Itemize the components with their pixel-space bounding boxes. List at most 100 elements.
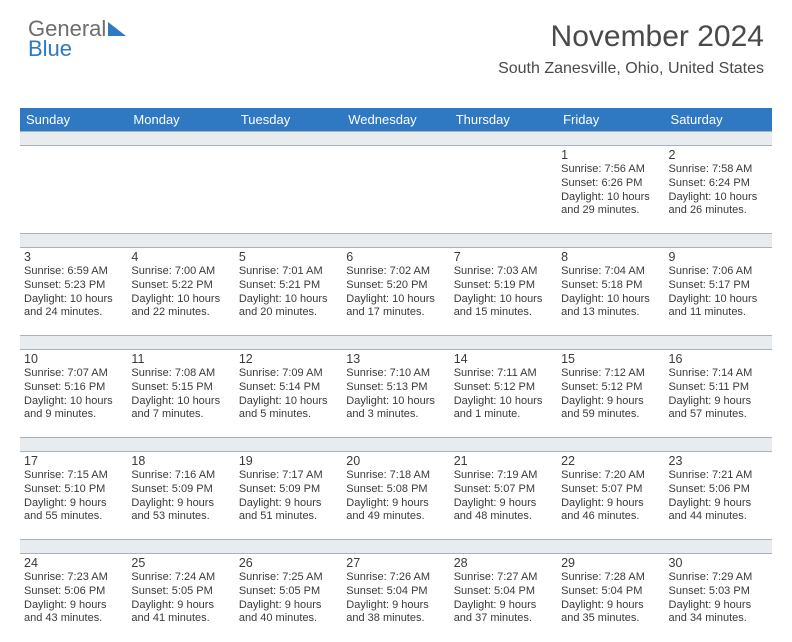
day-info: Sunrise: 7:26 AMSunset: 5:04 PMDaylight:…	[346, 571, 445, 626]
day-info: Sunrise: 7:29 AMSunset: 5:03 PMDaylight:…	[669, 571, 768, 626]
day-cell: 22Sunrise: 7:20 AMSunset: 5:07 PMDayligh…	[557, 452, 664, 540]
day-number: 5	[239, 250, 338, 264]
day-header: Monday	[127, 108, 234, 132]
week-spacer-row	[20, 540, 772, 554]
week-row: 1Sunrise: 7:56 AMSunset: 6:26 PMDaylight…	[20, 146, 772, 234]
day-cell: 24Sunrise: 7:23 AMSunset: 5:06 PMDayligh…	[20, 554, 127, 642]
week-spacer-row	[20, 438, 772, 452]
week-row: 17Sunrise: 7:15 AMSunset: 5:10 PMDayligh…	[20, 452, 772, 540]
day-cell: 14Sunrise: 7:11 AMSunset: 5:12 PMDayligh…	[450, 350, 557, 438]
day-number: 18	[131, 454, 230, 468]
day-number: 19	[239, 454, 338, 468]
day-cell: 19Sunrise: 7:17 AMSunset: 5:09 PMDayligh…	[235, 452, 342, 540]
day-number: 22	[561, 454, 660, 468]
week-row: 24Sunrise: 7:23 AMSunset: 5:06 PMDayligh…	[20, 554, 772, 642]
empty-cell	[450, 146, 557, 234]
day-cell: 23Sunrise: 7:21 AMSunset: 5:06 PMDayligh…	[665, 452, 772, 540]
day-cell: 15Sunrise: 7:12 AMSunset: 5:12 PMDayligh…	[557, 350, 664, 438]
day-number: 28	[454, 556, 553, 570]
day-cell: 16Sunrise: 7:14 AMSunset: 5:11 PMDayligh…	[665, 350, 772, 438]
week-spacer-row	[20, 234, 772, 248]
day-info: Sunrise: 7:28 AMSunset: 5:04 PMDaylight:…	[561, 571, 660, 626]
week-spacer-row	[20, 336, 772, 350]
day-info: Sunrise: 7:00 AMSunset: 5:22 PMDaylight:…	[131, 265, 230, 320]
title-block: November 2024 South Zanesville, Ohio, Un…	[498, 20, 764, 78]
day-cell: 28Sunrise: 7:27 AMSunset: 5:04 PMDayligh…	[450, 554, 557, 642]
day-info: Sunrise: 7:18 AMSunset: 5:08 PMDaylight:…	[346, 469, 445, 524]
day-number: 1	[561, 148, 660, 162]
day-info: Sunrise: 7:17 AMSunset: 5:09 PMDaylight:…	[239, 469, 338, 524]
day-header: Tuesday	[235, 108, 342, 132]
day-cell: 21Sunrise: 7:19 AMSunset: 5:07 PMDayligh…	[450, 452, 557, 540]
day-cell: 20Sunrise: 7:18 AMSunset: 5:08 PMDayligh…	[342, 452, 449, 540]
day-number: 12	[239, 352, 338, 366]
day-cell: 9Sunrise: 7:06 AMSunset: 5:17 PMDaylight…	[665, 248, 772, 336]
day-info: Sunrise: 7:16 AMSunset: 5:09 PMDaylight:…	[131, 469, 230, 524]
day-info: Sunrise: 7:12 AMSunset: 5:12 PMDaylight:…	[561, 367, 660, 422]
day-cell: 27Sunrise: 7:26 AMSunset: 5:04 PMDayligh…	[342, 554, 449, 642]
day-number: 16	[669, 352, 768, 366]
day-number: 10	[24, 352, 123, 366]
day-number: 26	[239, 556, 338, 570]
day-header: Saturday	[665, 108, 772, 132]
day-number: 30	[669, 556, 768, 570]
day-header: Friday	[557, 108, 664, 132]
day-info: Sunrise: 7:10 AMSunset: 5:13 PMDaylight:…	[346, 367, 445, 422]
day-header: Sunday	[20, 108, 127, 132]
day-info: Sunrise: 7:56 AMSunset: 6:26 PMDaylight:…	[561, 163, 660, 218]
logo-triangle-icon	[108, 22, 126, 36]
day-cell: 30Sunrise: 7:29 AMSunset: 5:03 PMDayligh…	[665, 554, 772, 642]
day-info: Sunrise: 7:07 AMSunset: 5:16 PMDaylight:…	[24, 367, 123, 422]
week-spacer-row	[20, 132, 772, 146]
calendar-table: Sunday Monday Tuesday Wednesday Thursday…	[20, 108, 772, 642]
empty-cell	[342, 146, 449, 234]
day-info: Sunrise: 7:01 AMSunset: 5:21 PMDaylight:…	[239, 265, 338, 320]
week-row: 3Sunrise: 6:59 AMSunset: 5:23 PMDaylight…	[20, 248, 772, 336]
day-number: 17	[24, 454, 123, 468]
day-info: Sunrise: 7:20 AMSunset: 5:07 PMDaylight:…	[561, 469, 660, 524]
day-number: 9	[669, 250, 768, 264]
day-info: Sunrise: 7:58 AMSunset: 6:24 PMDaylight:…	[669, 163, 768, 218]
day-info: Sunrise: 7:06 AMSunset: 5:17 PMDaylight:…	[669, 265, 768, 320]
day-number: 23	[669, 454, 768, 468]
day-cell: 6Sunrise: 7:02 AMSunset: 5:20 PMDaylight…	[342, 248, 449, 336]
day-cell: 17Sunrise: 7:15 AMSunset: 5:10 PMDayligh…	[20, 452, 127, 540]
day-number: 15	[561, 352, 660, 366]
day-info: Sunrise: 7:21 AMSunset: 5:06 PMDaylight:…	[669, 469, 768, 524]
day-number: 14	[454, 352, 553, 366]
empty-cell	[235, 146, 342, 234]
logo-line2: Blue	[28, 38, 126, 60]
day-info: Sunrise: 7:14 AMSunset: 5:11 PMDaylight:…	[669, 367, 768, 422]
day-cell: 25Sunrise: 7:24 AMSunset: 5:05 PMDayligh…	[127, 554, 234, 642]
day-info: Sunrise: 7:19 AMSunset: 5:07 PMDaylight:…	[454, 469, 553, 524]
week-spacer	[20, 234, 772, 248]
day-number: 20	[346, 454, 445, 468]
day-number: 29	[561, 556, 660, 570]
day-header: Thursday	[450, 108, 557, 132]
day-cell: 4Sunrise: 7:00 AMSunset: 5:22 PMDaylight…	[127, 248, 234, 336]
day-info: Sunrise: 7:23 AMSunset: 5:06 PMDaylight:…	[24, 571, 123, 626]
day-cell: 26Sunrise: 7:25 AMSunset: 5:05 PMDayligh…	[235, 554, 342, 642]
day-cell: 11Sunrise: 7:08 AMSunset: 5:15 PMDayligh…	[127, 350, 234, 438]
day-number: 13	[346, 352, 445, 366]
day-number: 25	[131, 556, 230, 570]
day-cell: 13Sunrise: 7:10 AMSunset: 5:13 PMDayligh…	[342, 350, 449, 438]
day-info: Sunrise: 7:15 AMSunset: 5:10 PMDaylight:…	[24, 469, 123, 524]
week-spacer	[20, 336, 772, 350]
empty-cell	[127, 146, 234, 234]
day-cell: 12Sunrise: 7:09 AMSunset: 5:14 PMDayligh…	[235, 350, 342, 438]
week-spacer	[20, 540, 772, 554]
day-info: Sunrise: 7:08 AMSunset: 5:15 PMDaylight:…	[131, 367, 230, 422]
day-cell: 29Sunrise: 7:28 AMSunset: 5:04 PMDayligh…	[557, 554, 664, 642]
logo: General Blue	[28, 18, 126, 60]
day-info: Sunrise: 7:25 AMSunset: 5:05 PMDaylight:…	[239, 571, 338, 626]
day-cell: 18Sunrise: 7:16 AMSunset: 5:09 PMDayligh…	[127, 452, 234, 540]
day-cell: 2Sunrise: 7:58 AMSunset: 6:24 PMDaylight…	[665, 146, 772, 234]
empty-cell	[20, 146, 127, 234]
day-info: Sunrise: 7:11 AMSunset: 5:12 PMDaylight:…	[454, 367, 553, 422]
day-info: Sunrise: 7:04 AMSunset: 5:18 PMDaylight:…	[561, 265, 660, 320]
day-header: Wednesday	[342, 108, 449, 132]
location-subtitle: South Zanesville, Ohio, United States	[498, 60, 764, 78]
day-cell: 8Sunrise: 7:04 AMSunset: 5:18 PMDaylight…	[557, 248, 664, 336]
day-cell: 3Sunrise: 6:59 AMSunset: 5:23 PMDaylight…	[20, 248, 127, 336]
